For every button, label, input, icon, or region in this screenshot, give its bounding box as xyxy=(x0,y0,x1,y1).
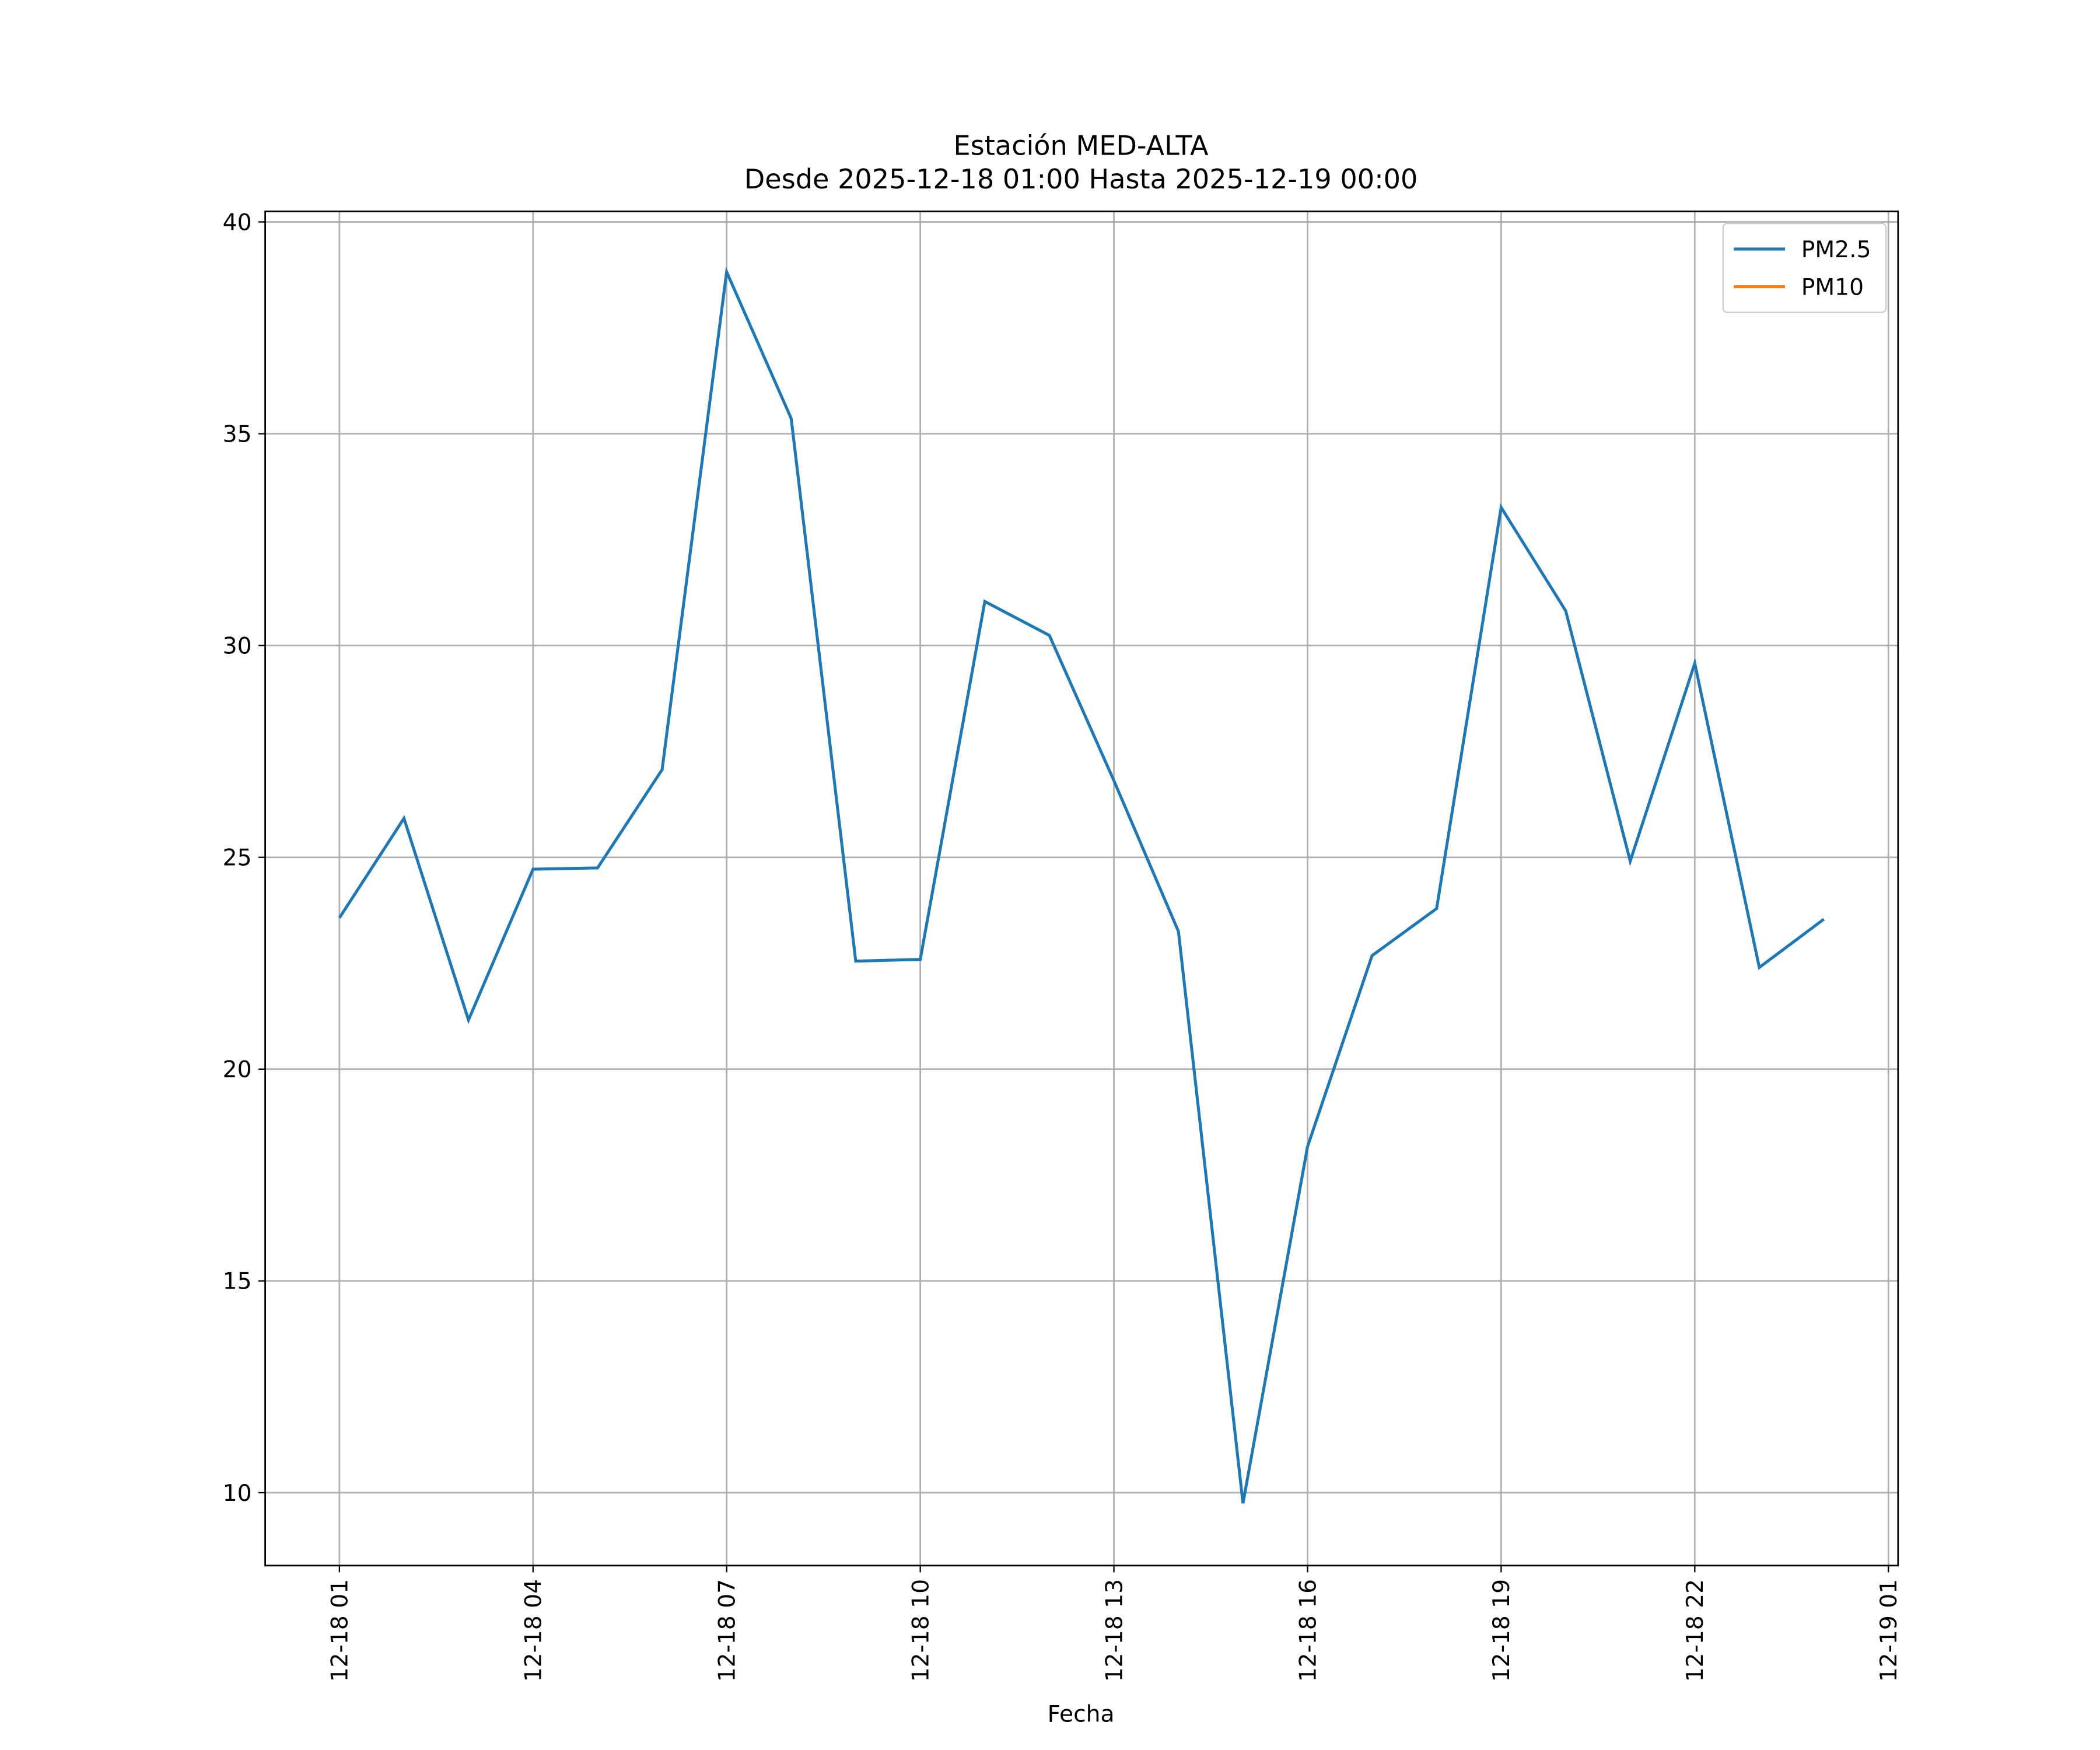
legend-frame xyxy=(1722,222,1887,313)
y-tick-label: 30 xyxy=(223,633,252,659)
y-tick-label: 15 xyxy=(223,1269,252,1295)
y-tick-label: 25 xyxy=(223,845,252,872)
x-tick-label: 12-18 04 xyxy=(521,1579,547,1682)
x-tick-label: 12-18 01 xyxy=(327,1579,354,1682)
plot-frame xyxy=(264,210,1899,1567)
y-tick-label: 40 xyxy=(223,209,252,236)
y-tick-label: 35 xyxy=(223,421,252,447)
data-line xyxy=(338,266,1825,1504)
x-tick-label: 12-18 22 xyxy=(1682,1579,1709,1682)
x-tick-label: 12-18 13 xyxy=(1101,1579,1128,1682)
x-tick-label: 12-18 16 xyxy=(1295,1579,1321,1682)
y-tick-label: 10 xyxy=(223,1480,252,1507)
y-tick-label: 20 xyxy=(223,1057,252,1083)
chart-subtitle: Desde 2025-12-18 01:00 Hasta 2025-12-19 … xyxy=(744,163,1418,195)
x-tick-label: 12-18 19 xyxy=(1489,1579,1515,1682)
legend: PM2.5 PM10 xyxy=(1722,222,1887,313)
x-tick-label: 12-18 10 xyxy=(908,1579,934,1682)
x-tick-label: 12-18 07 xyxy=(715,1579,741,1682)
x-tick-label: 12-19 01 xyxy=(1876,1579,1902,1682)
chart-title: Estación MED-ALTA xyxy=(954,130,1209,161)
legend-label: PM2.5 xyxy=(1801,237,1871,263)
legend-label: PM10 xyxy=(1801,274,1864,300)
x-axis-label: Fecha xyxy=(1048,1702,1115,1728)
